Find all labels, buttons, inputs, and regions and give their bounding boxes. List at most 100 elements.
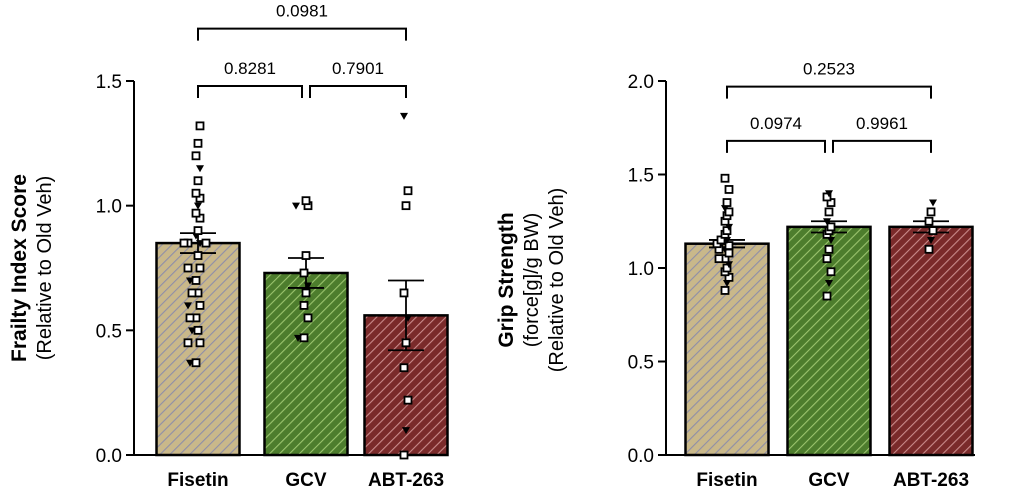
frailty-data-point [193,325,203,335]
grip-pvalue-label: 0.2523 [803,60,855,79]
frailty-data-point [193,226,203,236]
grip-data-point [724,185,734,194]
frailty-ylabel-subtitle: (Relative to Old Veh) [34,176,56,361]
grip-data-point [824,207,834,217]
grip-comparison-bracket [832,139,932,153]
frailty-bar-fisetin [155,241,241,457]
frailty-data-point [191,276,201,285]
grip-data-point [822,291,832,301]
frailty-ytick-label: 0.5 [96,321,122,342]
grip-data-point [929,199,937,207]
frailty-data-point [193,138,203,148]
frailty-data-point [301,288,311,298]
frailty-data-point [299,333,309,343]
grip-comparison-bracket [726,139,826,153]
frailty-chart: 0.0 0.5 1.0 1.5 Fisetin GCV ABT-263 0.8281 0.790… [96,2,449,491]
frailty-data-point [184,302,192,310]
frailty-category-label: ABT-263 [368,470,444,491]
frailty-data-point [201,238,211,248]
frailty-ytick-label: 0.0 [96,446,122,467]
frailty-data-point [183,263,193,273]
grip-data-point [724,207,734,217]
frailty-data-point [402,427,410,435]
grip-data-point [724,248,734,258]
grip-data-point [714,254,724,264]
frailty-comparison-bracket [309,84,407,98]
grip-data-point [825,190,833,198]
frailty-data-point [400,112,408,120]
grip-category-label: GCV [808,470,850,491]
frailty-data-point [292,202,300,210]
grip-pvalue-label: 0.9961 [856,114,908,133]
frailty-category-label: Fisetin [167,470,228,491]
grip-data-point [826,267,836,277]
frailty-ylabel-title: Frailty Index Score [8,174,31,362]
frailty-data-point [191,358,201,368]
grip-ytick-label: 2.0 [628,72,654,93]
frailty-data-point [191,188,201,198]
frailty-ytick-label: 1.5 [96,72,122,93]
frailty-data-point [399,363,409,373]
frailty-comparison-bracket [197,27,407,41]
frailty-data-point [185,313,195,323]
grip-data-point [927,236,935,244]
grip-data-point [928,226,938,236]
grip-ytick-label: 0.0 [628,446,654,467]
frailty-data-point [186,277,194,285]
frailty-data-point [399,288,409,298]
frailty-data-point [401,201,411,211]
frailty-data-point [193,251,203,260]
grip-data-point [720,173,730,183]
grip-data-point [926,207,936,217]
grip-data-point [924,216,934,226]
grip-comparison-bracket [726,85,932,99]
frailty-ytick-label: 1.0 [96,197,122,218]
frailty-data-point [194,202,202,210]
frailty-data-point [403,395,413,405]
grip-ytick-label: 1.5 [628,166,654,187]
grip-strength-chart: 0.0 0.5 1.0 1.5 2.0 Fisetin GCV ABT-263 0.0974 0.… [628,60,975,491]
frailty-data-point [195,263,205,273]
frailty-data-point [404,314,412,322]
grip-category-label: Fisetin [696,470,757,491]
frailty-data-point [191,151,201,161]
grip-bar-abt-263 [888,225,974,457]
frailty-data-point [188,327,196,335]
frailty-data-point [191,208,201,218]
frailty-bar-gcv [263,271,349,457]
frailty-data-point [401,338,411,348]
grip-data-point [825,279,833,287]
frailty-data-point [195,300,205,310]
frailty-data-point [304,282,312,290]
frailty-data-point [403,186,413,196]
grip-pvalue-label: 0.0974 [750,114,802,133]
frailty-data-point [193,176,203,186]
frailty-comparison-bracket [197,84,303,98]
frailty-pvalue-label: 0.0981 [276,2,328,21]
frailty-data-point [399,450,409,460]
grip-ytick-label: 1.0 [628,259,654,280]
frailty-data-point [299,300,309,310]
grip-data-point [822,254,832,264]
grip-ylabel-subtitle: (Relative to Old Veh) [546,188,568,373]
grip-data-point [823,218,831,226]
frailty-data-point [301,251,311,260]
frailty-data-point [186,359,194,367]
frailty-pvalue-label: 0.8281 [224,59,276,78]
frailty-data-point [301,196,311,206]
grip-ylabel-title: Grip Strength [495,212,518,347]
frailty-data-point [303,313,313,323]
frailty-data-point [196,165,204,173]
grip-category-label: ABT-263 [893,470,969,491]
grip-data-point [826,222,836,232]
frailty-data-point [195,338,205,348]
grip-bar-gcv [786,225,872,457]
grip-data-point [722,198,732,207]
frailty-data-point [183,338,193,348]
frailty-category-label: GCV [285,470,327,491]
grip-data-point [924,244,934,254]
frailty-data-point [299,268,309,278]
grip-ytick-label: 0.5 [628,353,654,374]
grip-data-point [724,241,734,250]
